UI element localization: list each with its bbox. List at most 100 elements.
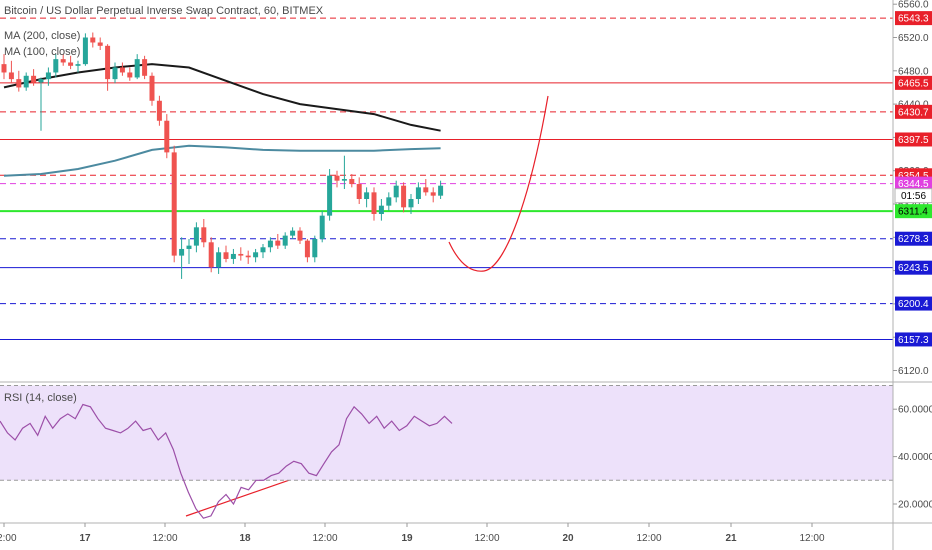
time-tick-label: 19: [401, 533, 413, 544]
candle-body: [223, 252, 229, 259]
candle-body: [216, 252, 222, 268]
candle-body: [393, 185, 399, 198]
candle-body: [415, 187, 421, 200]
rsi-panel: [0, 385, 893, 519]
price-tick-label: 6520.0: [898, 33, 929, 44]
candle-body: [267, 240, 273, 248]
candle-body: [312, 238, 318, 258]
candle-body: [364, 192, 370, 200]
candle-body: [401, 185, 407, 208]
price-tag-label: 6311.4: [898, 207, 928, 218]
candle-body: [156, 100, 162, 121]
price-tag: [895, 132, 932, 147]
candle-body: [149, 75, 155, 101]
price-tag-label: 6430.7: [898, 107, 929, 118]
candle-body: [45, 72, 51, 80]
price-tag-label: 6157.3: [898, 335, 929, 346]
candle-body: [386, 197, 392, 206]
rsi-tick-label: 20.0000: [898, 500, 932, 511]
candle-body: [275, 240, 281, 246]
candle-body: [119, 67, 125, 73]
price-tick-label: 6480.0: [898, 66, 929, 77]
candle-body: [97, 42, 103, 46]
candle-body: [90, 37, 96, 43]
candle-body: [238, 253, 244, 256]
candle-body: [38, 79, 44, 83]
price-tag-label: 6543.3: [898, 14, 929, 25]
candle-body: [408, 199, 414, 208]
rsi-tick-label: 40.0000: [898, 452, 932, 463]
candle-body: [8, 72, 14, 80]
price-tag: [895, 11, 932, 26]
price-tick-label: 6120.0: [898, 366, 929, 377]
candle-body: [438, 185, 444, 196]
candle-body: [186, 245, 192, 249]
candle-body: [68, 62, 74, 66]
time-tick-label: 17: [79, 533, 91, 544]
candle-body: [208, 242, 214, 268]
price-tick-label: 6560.0: [898, 0, 929, 11]
candle-body: [16, 79, 22, 88]
countdown-tag: [894, 188, 932, 204]
price-tag-label: 6344.5: [898, 179, 929, 190]
time-tick-label: 12:00: [0, 533, 17, 544]
candle-body: [53, 59, 59, 73]
price-tag: [895, 176, 932, 191]
candle-body: [253, 252, 259, 258]
candle-body: [193, 227, 199, 246]
candle-body: [179, 248, 185, 256]
price-tag: [895, 75, 932, 90]
chart-title: Bitcoin / US Dollar Perpetual Inverse Sw…: [4, 5, 324, 17]
candle-body: [327, 175, 333, 216]
moving-averages: [3, 63, 441, 177]
time-tick-label: 12:00: [152, 533, 177, 544]
candle-body: [201, 227, 207, 243]
price-levels: [0, 17, 893, 340]
time-tick-label: 21: [725, 533, 737, 544]
headers: Bitcoin / US Dollar Perpetual Inverse Sw…: [4, 5, 324, 404]
rsi-tick-label: 60.0000: [898, 405, 932, 416]
candle-body: [371, 192, 377, 214]
price-tag-label: 6397.5: [898, 135, 929, 146]
candle-body: [334, 175, 340, 181]
candle-body: [297, 230, 303, 241]
time-tick-label: 12:00: [312, 533, 337, 544]
countdown-label: 01:56: [901, 191, 926, 202]
candle-body: [171, 152, 177, 256]
candle-body: [430, 192, 436, 196]
ma100-label: MA (100, close): [4, 46, 80, 58]
candle-body: [319, 215, 325, 239]
candle-body: [60, 59, 66, 63]
candle-body: [82, 37, 88, 65]
candle-body: [23, 75, 29, 88]
candle-body: [349, 179, 355, 185]
time-tick-label: 12:00: [474, 533, 499, 544]
price-tag: [895, 104, 932, 119]
candle-body: [127, 72, 133, 78]
candle-body: [245, 255, 251, 258]
price-tag: [895, 296, 932, 311]
candle-body: [304, 240, 310, 258]
candle-body: [230, 253, 236, 259]
price-tag: [895, 260, 932, 275]
rsi-band: [0, 385, 893, 481]
price-tag: [895, 332, 932, 347]
candle-body: [105, 45, 111, 80]
ma100-line: [3, 144, 441, 177]
candle-body: [164, 120, 170, 153]
candle-body: [134, 59, 140, 78]
candle-body: [356, 184, 362, 200]
candle-body: [378, 205, 384, 214]
candles: [1, 32, 444, 279]
candle-body: [423, 187, 429, 193]
price-tag-label: 6243.5: [898, 263, 929, 274]
rsi-title: RSI (14, close): [4, 392, 77, 404]
price-tag: [895, 231, 932, 246]
time-tick-label: 20: [562, 533, 574, 544]
rsi-line: [0, 403, 453, 519]
time-tick-label: 12:00: [799, 533, 824, 544]
candle-body: [142, 59, 148, 76]
price-tag-label: 6278.3: [898, 234, 929, 245]
